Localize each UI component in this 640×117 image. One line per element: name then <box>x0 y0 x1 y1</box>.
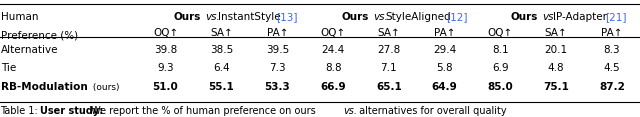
Text: 55.1: 55.1 <box>209 82 234 92</box>
Text: Ours: Ours <box>174 12 201 22</box>
Text: 4.5: 4.5 <box>604 63 620 73</box>
Text: 6.4: 6.4 <box>213 63 230 73</box>
Text: 64.9: 64.9 <box>431 82 458 92</box>
Text: vs.: vs. <box>205 12 221 22</box>
Text: StyleAligned: StyleAligned <box>385 12 451 22</box>
Text: 75.1: 75.1 <box>543 82 569 92</box>
Text: Human: Human <box>1 12 39 22</box>
Text: 66.9: 66.9 <box>320 82 346 92</box>
Text: Table 1:: Table 1: <box>0 106 41 115</box>
Text: SA↑: SA↑ <box>545 28 568 38</box>
Text: PA↑: PA↑ <box>267 28 288 38</box>
Text: SA↑: SA↑ <box>378 28 400 38</box>
Text: 24.4: 24.4 <box>321 45 345 55</box>
Text: 39.8: 39.8 <box>154 45 177 55</box>
Text: 5.8: 5.8 <box>436 63 452 73</box>
Text: 85.0: 85.0 <box>488 82 513 92</box>
Text: RB-Modulation: RB-Modulation <box>1 82 88 92</box>
Text: 8.3: 8.3 <box>604 45 620 55</box>
Text: 4.8: 4.8 <box>548 63 564 73</box>
Text: Preference (%): Preference (%) <box>1 30 79 40</box>
Text: OQ↑: OQ↑ <box>321 28 346 38</box>
Text: PA↑: PA↑ <box>602 28 623 38</box>
Text: (ours): (ours) <box>90 83 119 92</box>
Text: [21]: [21] <box>605 12 627 22</box>
Text: 7.1: 7.1 <box>381 63 397 73</box>
Text: vs.: vs. <box>373 12 388 22</box>
Text: Alternative: Alternative <box>1 45 59 55</box>
Text: SA↑: SA↑ <box>210 28 233 38</box>
Text: Tie: Tie <box>1 63 17 73</box>
Text: 9.3: 9.3 <box>157 63 174 73</box>
Text: 7.3: 7.3 <box>269 63 285 73</box>
Text: 39.5: 39.5 <box>266 45 289 55</box>
Text: PA↑: PA↑ <box>434 28 455 38</box>
Text: 6.9: 6.9 <box>492 63 509 73</box>
Text: 53.3: 53.3 <box>264 82 290 92</box>
Text: 87.2: 87.2 <box>599 82 625 92</box>
Text: IP-Adapter: IP-Adapter <box>554 12 607 22</box>
Text: 20.1: 20.1 <box>545 45 568 55</box>
Text: InstantStyle: InstantStyle <box>218 12 280 22</box>
Text: We report the % of human preference on ours: We report the % of human preference on o… <box>88 106 319 115</box>
Text: 65.1: 65.1 <box>376 82 402 92</box>
Text: [13]: [13] <box>276 12 298 22</box>
Text: 27.8: 27.8 <box>377 45 401 55</box>
Text: 8.1: 8.1 <box>492 45 509 55</box>
Text: [12]: [12] <box>447 12 468 22</box>
Text: OQ↑: OQ↑ <box>153 28 178 38</box>
Text: 38.5: 38.5 <box>210 45 233 55</box>
Text: vs.: vs. <box>542 12 557 22</box>
Text: 8.8: 8.8 <box>325 63 341 73</box>
Text: User study:: User study: <box>40 106 104 115</box>
Text: OQ↑: OQ↑ <box>488 28 513 38</box>
Text: 29.4: 29.4 <box>433 45 456 55</box>
Text: alternatives for overall quality: alternatives for overall quality <box>356 106 506 115</box>
Text: Ours: Ours <box>341 12 369 22</box>
Text: Ours: Ours <box>511 12 538 22</box>
Text: 51.0: 51.0 <box>153 82 179 92</box>
Text: vs.: vs. <box>344 106 358 115</box>
